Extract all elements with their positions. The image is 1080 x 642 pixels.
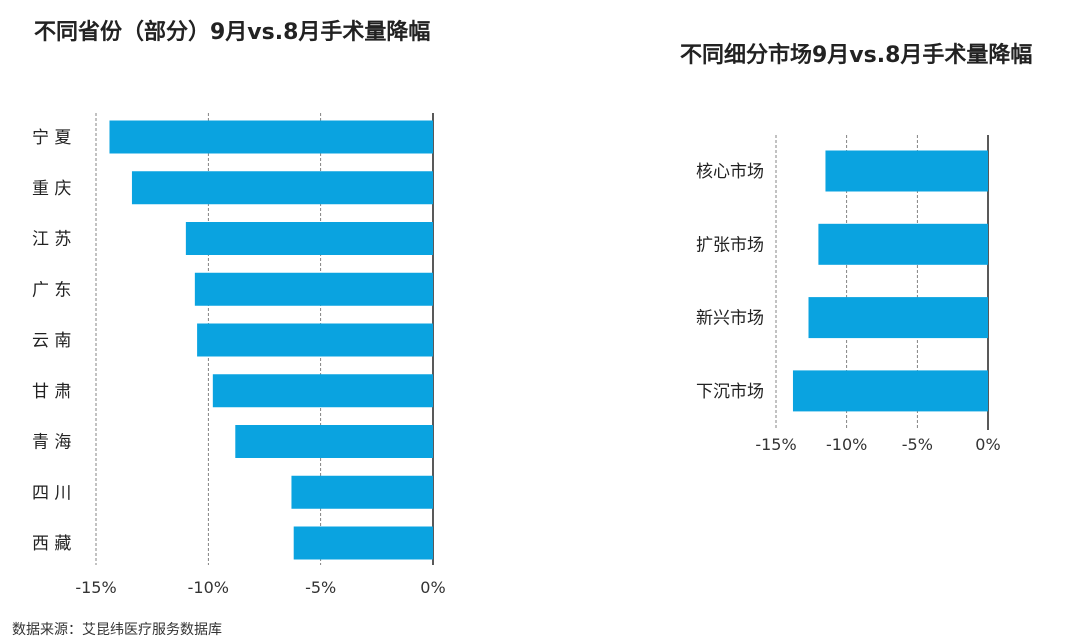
right-x-tick-label: -15%	[755, 435, 796, 454]
left-category-label: 青 海	[32, 433, 71, 453]
left-bar	[131, 171, 434, 205]
right-category-label: 下沉市场	[696, 382, 764, 402]
left-x-tick-label: 0%	[420, 578, 445, 597]
left-bar	[185, 222, 433, 255]
right-bar	[818, 223, 988, 265]
left-category-label: 江 苏	[32, 230, 71, 250]
right-bar	[792, 370, 988, 412]
right-x-tick-label: 0%	[975, 435, 1000, 454]
right-bar	[825, 150, 988, 192]
right-category-label: 核心市场	[696, 162, 764, 182]
right-category-label: 新兴市场	[696, 309, 764, 329]
left-bar	[291, 475, 433, 509]
right-category-label: 扩张市场	[696, 235, 764, 255]
left-bar	[109, 120, 433, 154]
right-chart-title: 不同细分市场9月vs.8月手术量降幅	[680, 43, 1033, 68]
left-category-label: 广 东	[32, 280, 71, 300]
left-category-label: 甘 肃	[32, 382, 71, 402]
left-bar	[197, 323, 433, 357]
right-x-tick-label: -5%	[902, 435, 933, 454]
left-bar	[293, 526, 433, 560]
left-category-label: 四 川	[32, 483, 71, 503]
left-category-label: 宁 夏	[32, 128, 71, 148]
left-chart-title: 不同省份（部分）9月vs.8月手术量降幅	[34, 20, 431, 45]
left-bar	[194, 272, 433, 306]
left-x-tick-label: -15%	[75, 578, 116, 597]
left-bar	[235, 425, 433, 458]
right-x-tick-label: -10%	[826, 435, 867, 454]
left-bar	[212, 374, 433, 408]
left-category-label: 重 庆	[32, 179, 71, 199]
left-x-tick-label: -5%	[305, 578, 336, 597]
left-category-label: 云 南	[32, 331, 71, 351]
left-category-label: 西 藏	[32, 534, 71, 554]
left-bar-chart: -15% -10% -5% 0% 宁 夏重 庆江 苏广 东云 南甘 肃青 海四 川西 藏	[32, 113, 446, 597]
right-bar	[808, 297, 988, 339]
source-note: 数据来源：艾昆纬医疗服务数据库	[12, 622, 222, 638]
left-x-tick-label: -10%	[188, 578, 229, 597]
